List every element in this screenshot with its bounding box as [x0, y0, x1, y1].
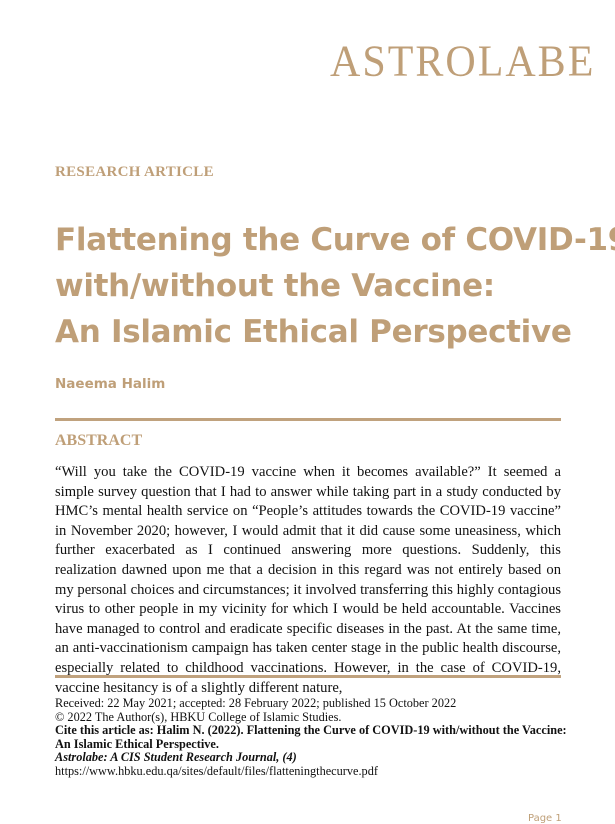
divider	[55, 675, 561, 678]
article-type-label: RESEARCH ARTICLE	[55, 164, 214, 180]
page-number: Page 1	[528, 813, 562, 824]
article-info: Received: 22 May 2021; accepted: 28 Febr…	[55, 696, 575, 778]
journal-name: Astrolabe: A CIS Student Research Journa…	[55, 750, 297, 764]
citation: Cite this article as: Halim N. (2022). F…	[55, 723, 567, 737]
dates: Received: 22 May 2021; accepted: 28 Febr…	[55, 696, 457, 710]
article-url[interactable]: https://www.hbku.edu.qa/sites/default/fi…	[55, 763, 378, 778]
citation-cont: An Islamic Ethical Perspective.	[55, 736, 219, 751]
title-line: with/without the Vaccine:	[55, 268, 495, 304]
copyright: © 2022 The Author(s), HBKU College of Is…	[55, 709, 342, 724]
title-line: An Islamic Ethical Perspective	[55, 314, 572, 350]
abstract-heading: ABSTRACT	[55, 432, 143, 449]
title-line: Flattening the Curve of COVID-19	[55, 222, 615, 258]
astrolabe-logo: ASTROLABE	[330, 37, 596, 87]
abstract-text: “Will you take the COVID-19 vaccine when…	[55, 464, 561, 696]
article-title: Flattening the Curve of COVID-19 with/wi…	[55, 217, 615, 355]
divider	[55, 418, 561, 421]
author-name: Naeema Halim	[55, 376, 166, 392]
